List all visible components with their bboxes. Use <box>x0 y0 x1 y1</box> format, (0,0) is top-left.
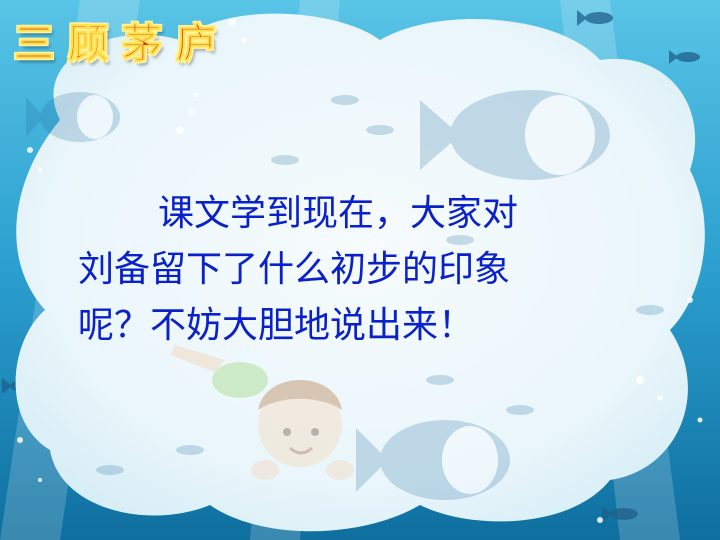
question-line-3: 呢？不妨大胆地说出来！ <box>78 305 475 346</box>
cloud-panel <box>15 13 705 532</box>
question-line-2: 刘备留下了什么初步的印象 <box>78 249 511 290</box>
bubble-icon <box>636 376 644 384</box>
slide-title: 三 顾 茅 庐 <box>14 14 217 74</box>
fish-icon <box>577 10 613 26</box>
bubble-icon <box>38 168 42 172</box>
question-line-1: 课文学到现在，大家对 <box>158 193 519 234</box>
fish-icon <box>26 92 120 142</box>
title-char: 茅 <box>122 20 163 67</box>
bubble-icon <box>17 437 23 443</box>
diving-child-illustration <box>170 345 354 480</box>
bubble-icon <box>597 517 603 523</box>
fish-icon <box>669 50 700 64</box>
bubble-icon <box>176 126 184 134</box>
bubble-icon <box>189 109 195 115</box>
fish-icon <box>356 420 510 500</box>
title-char: 三 <box>14 20 55 67</box>
bubble-icon <box>697 417 703 423</box>
bubble-icon <box>687 297 693 303</box>
title-char: 顾 <box>68 20 109 67</box>
fish-icon <box>420 90 610 180</box>
bubble-icon <box>241 37 247 43</box>
fish-icon <box>602 506 638 522</box>
bubble-icon <box>38 478 42 482</box>
title-char: 庐 <box>176 20 217 67</box>
question-text: 课文学到现在，大家对 刘备留下了什么初步的印象 呢？不妨大胆地说出来！ <box>78 186 638 354</box>
bubble-icon <box>228 18 236 26</box>
bubble-icon <box>657 395 663 401</box>
bubble-icon <box>27 147 33 153</box>
bubble-icon <box>193 92 199 98</box>
